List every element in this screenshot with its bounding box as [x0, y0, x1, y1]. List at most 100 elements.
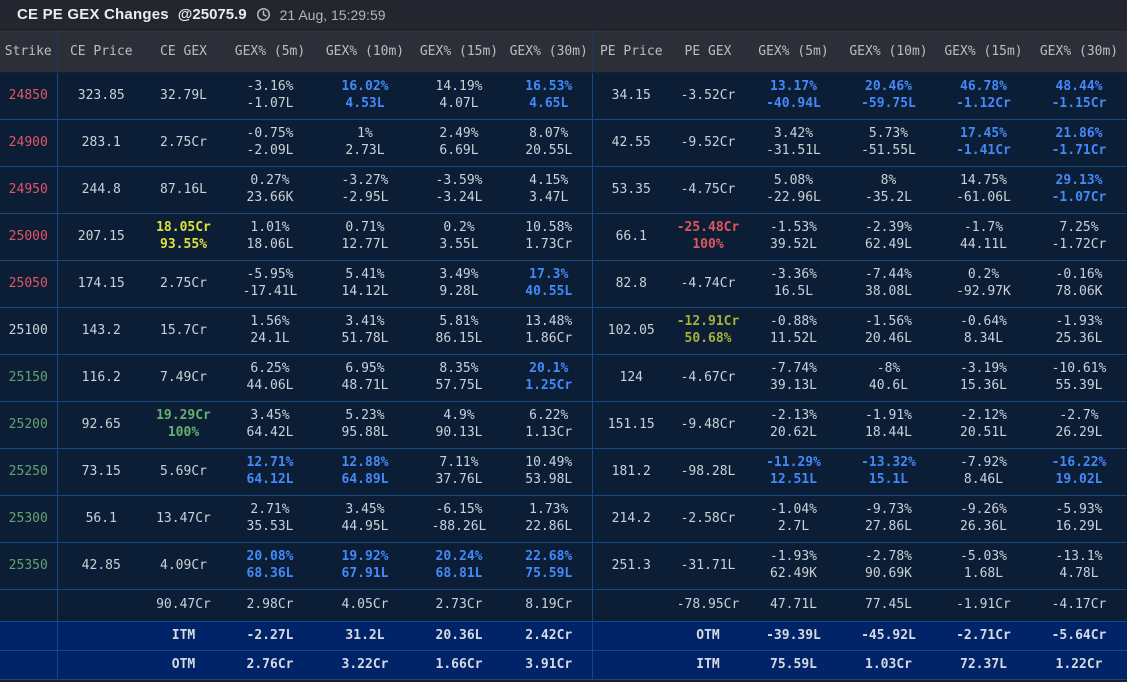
- moneyness-ce-5m-cell: 2.76Cr: [222, 650, 318, 680]
- ce-gex-pct-30m-cell: 10.58% 1.73Cr: [506, 213, 593, 261]
- pe-gex-pct-10m-cell: 8% -35.2L: [841, 166, 936, 214]
- timestamp: 21 Aug, 15:29:59: [279, 6, 386, 23]
- pe-gex-pct-15m-cell: 14.75% -61.06L: [936, 166, 1031, 214]
- pe-gex-pct-15m-cell: -0.64% 8.34L: [936, 307, 1031, 355]
- strike-cell: 24950: [0, 166, 58, 214]
- ce-gex-pct-15m-cell: 0.2% 3.55L: [412, 213, 506, 261]
- table-row: 25300 56.1 13.47Cr 2.71% 35.53L 3.45% 44.95L -6…: [0, 495, 1127, 543]
- pe-gex-pct-5m-cell: -1.93% 62.49K: [746, 542, 841, 590]
- clock-icon: [256, 7, 271, 22]
- moneyness-row: ITM -2.27L 31.2L 20.36L 2.42Cr OTM -39.39L -45.…: [0, 621, 1127, 651]
- pe-price-cell: 34.15: [592, 72, 670, 120]
- ce-gex-pct-10m-cell: -3.27% -2.95L: [318, 166, 412, 214]
- table-row: 25250 73.15 5.69Cr 12.71% 64.12L 12.88% 64.89L…: [0, 448, 1127, 496]
- pe-gex-cell: -25.48Cr 100%: [670, 213, 746, 261]
- ce-gex-cell: 7.49Cr: [145, 354, 222, 402]
- ce-gex-pct-30m-cell: 8.07% 20.55L: [506, 119, 593, 167]
- col-header-pe-gex-30m: GEX% (30m): [1031, 30, 1127, 73]
- moneyness-pe-label: OTM: [670, 621, 746, 651]
- ce-gex-pct-15m-cell: 14.19% 4.07L: [412, 72, 506, 120]
- ce-gex-pct-10m-cell: 16.02% 4.53L: [318, 72, 412, 120]
- ce-price-cell: 244.8: [57, 166, 145, 214]
- strike-cell: 25300: [0, 495, 58, 543]
- pe-gex-pct-10m-cell: -7.44% 38.08L: [841, 260, 936, 308]
- strike-cell: 25050: [0, 260, 58, 308]
- pe-gex-pct-30m-cell: -10.61% 55.39L: [1031, 354, 1127, 402]
- pe-gex-cell: -12.91Cr 50.68%: [670, 307, 746, 355]
- table-row: 25150 116.2 7.49Cr 6.25% 44.06L 6.95% 48.71L 8.…: [0, 354, 1127, 402]
- totals-pe-5m-cell: 47.71L: [746, 589, 841, 622]
- ce-gex-pct-5m-cell: 12.71% 64.12L: [222, 448, 318, 496]
- pe-gex-cell: -3.52Cr: [670, 72, 746, 120]
- ce-gex-pct-5m-cell: 20.08% 68.36L: [222, 542, 318, 590]
- pe-gex-cell: -4.75Cr: [670, 166, 746, 214]
- strike-cell: 25200: [0, 401, 58, 449]
- moneyness-ce-15m-cell: 20.36L: [412, 621, 506, 651]
- ce-price-cell: 323.85: [57, 72, 145, 120]
- moneyness-ce-10m-cell: 3.22Cr: [318, 650, 412, 680]
- pe-gex-pct-15m-cell: 17.45% -1.41Cr: [936, 119, 1031, 167]
- pe-gex-pct-30m-cell: 21.86% -1.71Cr: [1031, 119, 1127, 167]
- moneyness-pe-30m-cell: -5.64Cr: [1031, 621, 1127, 651]
- ce-gex-pct-10m-cell: 0.71% 12.77L: [318, 213, 412, 261]
- pe-gex-pct-30m-cell: 48.44% -1.15Cr: [1031, 72, 1127, 120]
- moneyness-pe-10m-cell: 1.03Cr: [841, 650, 936, 680]
- pe-gex-pct-10m-cell: -1.56% 20.46L: [841, 307, 936, 355]
- ce-gex-cell: 2.75Cr: [145, 119, 222, 167]
- ce-gex-pct-5m-cell: -3.16% -1.07L: [222, 72, 318, 120]
- totals-pe-30m-cell: -4.17Cr: [1031, 589, 1127, 622]
- ce-gex-pct-5m-cell: 0.27% 23.66K: [222, 166, 318, 214]
- table-row: 25050 174.15 2.75Cr -5.95% -17.41L 5.41% 14.12…: [0, 260, 1127, 308]
- ce-gex-cell: 2.75Cr: [145, 260, 222, 308]
- moneyness-ce-30m-cell: 3.91Cr: [506, 650, 593, 680]
- totals-ce-price-cell: [57, 589, 145, 622]
- col-header-gex-10m: GEX% (10m): [318, 30, 412, 73]
- ce-gex-cell: 4.09Cr: [145, 542, 222, 590]
- ce-gex-pct-10m-cell: 3.45% 44.95L: [318, 495, 412, 543]
- ce-gex-pct-30m-cell: 20.1% 1.25Cr: [506, 354, 593, 402]
- col-header-gex-30m: GEX% (30m): [506, 30, 593, 73]
- moneyness-pe-5m-cell: -39.39L: [746, 621, 841, 651]
- moneyness-pe-price-cell: [592, 621, 670, 651]
- pe-gex-pct-5m-cell: -11.29% 12.51L: [746, 448, 841, 496]
- ce-gex-pct-5m-cell: -5.95% -17.41L: [222, 260, 318, 308]
- pe-price-cell: 66.1: [592, 213, 670, 261]
- ce-gex-pct-5m-cell: 1.01% 18.06L: [222, 213, 318, 261]
- pe-gex-pct-15m-cell: -7.92% 8.46L: [936, 448, 1031, 496]
- strike-cell: 25000: [0, 213, 58, 261]
- pe-gex-pct-10m-cell: -1.91% 18.44L: [841, 401, 936, 449]
- ce-gex-pct-15m-cell: -3.59% -3.24L: [412, 166, 506, 214]
- pe-gex-cell: -2.58Cr: [670, 495, 746, 543]
- table-row: 25200 92.65 19.29Cr 100% 3.45% 64.42L 5.23% 95.…: [0, 401, 1127, 449]
- moneyness-row: OTM 2.76Cr 3.22Cr 1.66Cr 3.91Cr ITM 75.59L 1.03…: [0, 650, 1127, 680]
- pe-price-cell: 82.8: [592, 260, 670, 308]
- totals-ce-5m-cell: 2.98Cr: [222, 589, 318, 622]
- pe-gex-cell: -98.28L: [670, 448, 746, 496]
- col-header-pe-gex-5m: GEX% (5m): [746, 30, 841, 73]
- totals-ce-15m-cell: 2.73Cr: [412, 589, 506, 622]
- ce-gex-pct-15m-cell: 4.9% 90.13L: [412, 401, 506, 449]
- pe-gex-cell: -31.71L: [670, 542, 746, 590]
- pe-gex-pct-5m-cell: 3.42% -31.51L: [746, 119, 841, 167]
- totals-pe-price-cell: [592, 589, 670, 622]
- col-header-gex-5m: GEX% (5m): [222, 30, 318, 73]
- table-row: 24900 283.1 2.75Cr -0.75% -2.09L 1% 2.73L 2.49%…: [0, 119, 1127, 167]
- ce-gex-cell: 5.69Cr: [145, 448, 222, 496]
- pe-gex-pct-30m-cell: -0.16% 78.06K: [1031, 260, 1127, 308]
- pe-gex-pct-30m-cell: -16.22% 19.02L: [1031, 448, 1127, 496]
- ce-gex-pct-10m-cell: 19.92% 67.91L: [318, 542, 412, 590]
- pe-price-cell: 42.55: [592, 119, 670, 167]
- moneyness-pe-10m-cell: -45.92L: [841, 621, 936, 651]
- moneyness-pe-label: ITM: [670, 650, 746, 680]
- table-row: 25100 143.2 15.7Cr 1.56% 24.1L 3.41% 51.78L 5.8…: [0, 307, 1127, 355]
- ce-gex-cell: 87.16L: [145, 166, 222, 214]
- pe-price-cell: 181.2: [592, 448, 670, 496]
- pe-gex-pct-5m-cell: -2.13% 20.62L: [746, 401, 841, 449]
- ce-gex-pct-10m-cell: 12.88% 64.89L: [318, 448, 412, 496]
- col-header-gex-15m: GEX% (15m): [412, 30, 506, 73]
- ce-gex-cell: 19.29Cr 100%: [145, 401, 222, 449]
- pe-gex-pct-15m-cell: 0.2% -92.97K: [936, 260, 1031, 308]
- ce-gex-pct-15m-cell: 7.11% 37.76L: [412, 448, 506, 496]
- ce-gex-pct-5m-cell: 6.25% 44.06L: [222, 354, 318, 402]
- moneyness-pe-15m-cell: 72.37L: [936, 650, 1031, 680]
